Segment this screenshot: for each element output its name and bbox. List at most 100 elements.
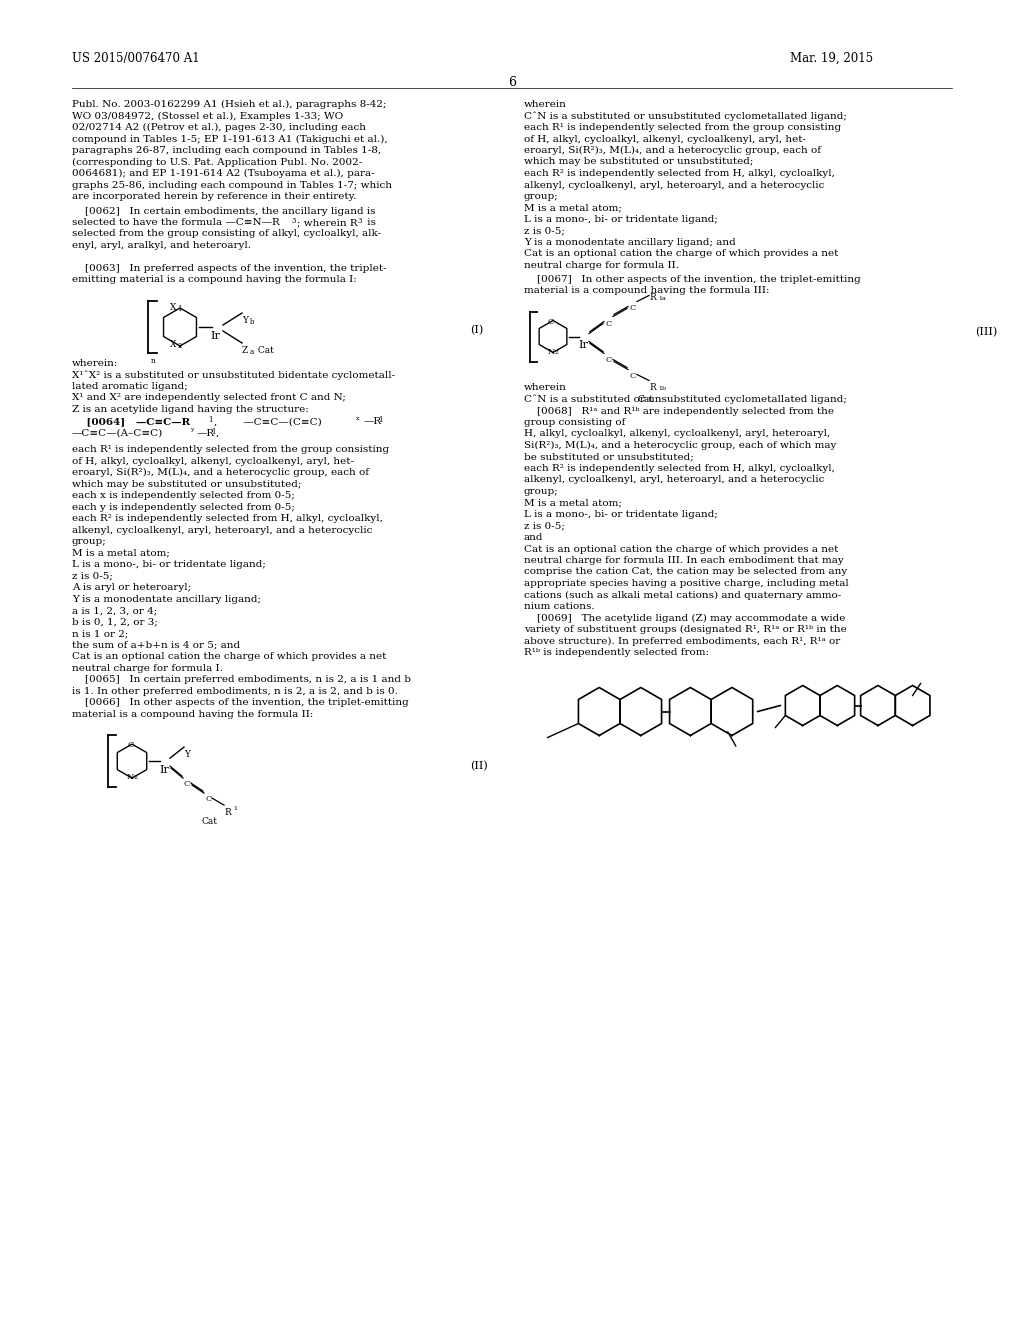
Text: x: x — [356, 416, 359, 421]
Text: [0066]   In other aspects of the invention, the triplet-emitting: [0066] In other aspects of the invention… — [72, 698, 409, 708]
Text: compound in Tables 1-5; EP 1-191-613 A1 (Takiguchi et al.),: compound in Tables 1-5; EP 1-191-613 A1 … — [72, 135, 388, 144]
Text: a is 1, 2, 3, or 4;: a is 1, 2, 3, or 4; — [72, 606, 158, 615]
Text: neutral charge for formula III. In each embodiment that may: neutral charge for formula III. In each … — [524, 556, 844, 565]
Text: n is 1 or 2;: n is 1 or 2; — [72, 630, 128, 638]
Text: R: R — [224, 808, 230, 817]
Text: CˆN is a substituted or unsubstituted cyclometallated ligand;: CˆN is a substituted or unsubstituted cy… — [524, 395, 847, 404]
Text: M is a metal atom;: M is a metal atom; — [524, 203, 622, 213]
Text: L is a mono-, bi- or tridentate ligand;: L is a mono-, bi- or tridentate ligand; — [72, 560, 266, 569]
Text: selected from the group consisting of alkyl, cycloalkyl, alk-: selected from the group consisting of al… — [72, 230, 381, 239]
Text: of H, alkyl, cycloalkyl, alkenyl, cycloalkenyl, aryl, het-: of H, alkyl, cycloalkyl, alkenyl, cycloa… — [72, 457, 354, 466]
Text: eroaryl, Si(R²)₃, M(L)₄, and a heterocyclic group, each of: eroaryl, Si(R²)₃, M(L)₄, and a heterocyc… — [524, 147, 821, 156]
Text: which may be substituted or unsubstituted;: which may be substituted or unsubstitute… — [524, 157, 754, 166]
Text: WO 03/084972, (Stossel et al.), Examples 1-33; WO: WO 03/084972, (Stossel et al.), Examples… — [72, 111, 343, 120]
Text: C: C — [183, 780, 189, 788]
Text: z is 0-5;: z is 0-5; — [72, 572, 113, 581]
Text: C: C — [548, 318, 554, 326]
Text: US 2015/0076470 A1: US 2015/0076470 A1 — [72, 51, 200, 65]
Text: wherein: wherein — [524, 384, 567, 392]
Text: 3: 3 — [291, 216, 295, 224]
Text: neutral charge for formula I.: neutral charge for formula I. — [72, 664, 223, 673]
Text: b is 0, 1, 2, or 3;: b is 0, 1, 2, or 3; — [72, 618, 158, 627]
Text: —C≡C—(A–C≡C): —C≡C—(A–C≡C) — [72, 429, 163, 438]
Text: R¹ᵇ is independently selected from:: R¹ᵇ is independently selected from: — [524, 648, 709, 657]
Text: C: C — [605, 319, 611, 327]
Text: is: is — [364, 218, 376, 227]
Text: C: C — [127, 741, 133, 750]
Text: alkenyl, cycloalkenyl, aryl, heteroaryl, and a heterocyclic: alkenyl, cycloalkenyl, aryl, heteroaryl,… — [524, 475, 824, 484]
Text: 2: 2 — [177, 342, 181, 350]
Text: and: and — [524, 533, 544, 543]
Text: R: R — [649, 293, 655, 301]
Text: C: C — [205, 795, 211, 803]
Text: M is a metal atom;: M is a metal atom; — [72, 549, 170, 557]
Text: Ir: Ir — [159, 766, 169, 775]
Text: n: n — [151, 356, 156, 366]
Text: [0063]   In preferred aspects of the invention, the triplet-: [0063] In preferred aspects of the inven… — [72, 264, 387, 273]
Text: Y is a monodentate ancillary ligand;: Y is a monodentate ancillary ligand; — [72, 594, 261, 603]
Text: alkenyl, cycloalkenyl, aryl, heteroaryl, and a heterocyclic: alkenyl, cycloalkenyl, aryl, heteroaryl,… — [72, 525, 373, 535]
Text: each R¹ is independently selected from the group consisting: each R¹ is independently selected from t… — [524, 123, 841, 132]
Text: emitting material is a compound having the formula I:: emitting material is a compound having t… — [72, 276, 356, 285]
Text: each R² is independently selected from H, alkyl, cycloalkyl,: each R² is independently selected from H… — [524, 465, 835, 473]
Text: material is a compound having the formula II:: material is a compound having the formul… — [72, 710, 313, 718]
Text: group consisting of: group consisting of — [524, 418, 626, 426]
Text: N: N — [127, 774, 134, 781]
Text: comprise the cation Cat, the cation may be selected from any: comprise the cation Cat, the cation may … — [524, 568, 847, 577]
Text: Y: Y — [184, 750, 190, 759]
Text: z is 0-5;: z is 0-5; — [524, 227, 565, 235]
Text: of H, alkyl, cycloalkyl, alkenyl, cycloalkenyl, aryl, het-: of H, alkyl, cycloalkyl, alkenyl, cycloa… — [524, 135, 806, 144]
Text: Cat: Cat — [202, 817, 218, 826]
Text: wherein: wherein — [524, 100, 567, 110]
Text: 1: 1 — [211, 428, 215, 436]
Text: variety of substituent groups (designated R¹, R¹ᵃ or R¹ᵇ in the: variety of substituent groups (designate… — [524, 624, 847, 634]
Text: are incorporated herein by reference in their entirety.: are incorporated herein by reference in … — [72, 191, 356, 201]
Text: is 1. In other preferred embodiments, n is 2, a is 2, and b is 0.: is 1. In other preferred embodiments, n … — [72, 686, 398, 696]
Text: Si(R²)₃, M(L)₄, and a heterocyclic group, each of which may: Si(R²)₃, M(L)₄, and a heterocyclic group… — [524, 441, 837, 450]
Text: 1b: 1b — [658, 385, 667, 391]
Text: —R: —R — [364, 417, 382, 426]
Text: (II): (II) — [470, 762, 487, 771]
Text: L is a mono-, bi- or tridentate ligand;: L is a mono-, bi- or tridentate ligand; — [524, 510, 718, 519]
Text: X¹ and X² are independently selected front C and N;: X¹ and X² are independently selected fro… — [72, 393, 346, 403]
Text: —R: —R — [197, 429, 215, 438]
Text: 02/02714 A2 ((Petrov et al.), pages 2-30, including each: 02/02714 A2 ((Petrov et al.), pages 2-30… — [72, 123, 366, 132]
Text: (III): (III) — [975, 326, 997, 337]
Text: 1: 1 — [177, 305, 181, 313]
Text: Z is an acetylide ligand having the structure:: Z is an acetylide ligand having the stru… — [72, 405, 309, 414]
Text: C: C — [629, 371, 635, 380]
Text: appropriate species having a positive charge, including metal: appropriate species having a positive ch… — [524, 579, 849, 587]
Text: [0064]   —C≡C—R: [0064] —C≡C—R — [72, 417, 190, 426]
Text: X: X — [170, 341, 176, 348]
Text: [0069]   The acetylide ligand (Z) may accommodate a wide: [0069] The acetylide ligand (Z) may acco… — [524, 614, 846, 623]
Text: (corresponding to U.S. Pat. Application Publ. No. 2002-: (corresponding to U.S. Pat. Application … — [72, 157, 362, 166]
Text: Y: Y — [242, 315, 248, 325]
Text: L is a mono-, bi- or tridentate ligand;: L is a mono-, bi- or tridentate ligand; — [524, 215, 718, 224]
Text: each R² is independently selected from H, alkyl, cycloalkyl,: each R² is independently selected from H… — [72, 513, 383, 523]
Text: C: C — [629, 305, 635, 313]
Text: b: b — [250, 318, 255, 326]
Text: CˆN is a substituted or unsubstituted cyclometallated ligand;: CˆN is a substituted or unsubstituted cy… — [524, 111, 847, 121]
Text: each R² is independently selected from H, alkyl, cycloalkyl,: each R² is independently selected from H… — [524, 169, 835, 178]
Text: nium cations.: nium cations. — [524, 602, 595, 611]
Text: ,: , — [216, 429, 219, 438]
Text: A is aryl or heteroaryl;: A is aryl or heteroaryl; — [72, 583, 191, 593]
Text: enyl, aryl, aralkyl, and heteroaryl.: enyl, aryl, aralkyl, and heteroaryl. — [72, 242, 251, 249]
Text: lated aromatic ligand;: lated aromatic ligand; — [72, 381, 187, 391]
Text: Cat is an optional cation the charge of which provides a net: Cat is an optional cation the charge of … — [72, 652, 386, 661]
Text: Y is a monodentate ancillary ligand; and: Y is a monodentate ancillary ligand; and — [524, 238, 736, 247]
Text: X: X — [170, 304, 176, 312]
Text: Ir: Ir — [210, 331, 220, 341]
Text: H, alkyl, cycloalkyl, alkenyl, cycloalkenyl, aryl, heteroaryl,: H, alkyl, cycloalkyl, alkenyl, cycloalke… — [524, 429, 830, 438]
Text: 0064681); and EP 1-191-614 A2 (Tsuboyama et al.), para-: 0064681); and EP 1-191-614 A2 (Tsuboyama… — [72, 169, 375, 178]
Text: selected to have the formula —C≡N—R: selected to have the formula —C≡N—R — [72, 218, 280, 227]
Text: Publ. No. 2003-0162299 A1 (Hsieh et al.), paragraphs 8-42;: Publ. No. 2003-0162299 A1 (Hsieh et al.)… — [72, 100, 386, 110]
Text: be substituted or unsubstituted;: be substituted or unsubstituted; — [524, 453, 693, 462]
Text: Cat: Cat — [255, 346, 273, 355]
Text: X¹ˆX² is a substituted or unsubstituted bidentate cyclometall-: X¹ˆX² is a substituted or unsubstituted … — [72, 371, 395, 380]
Text: C: C — [605, 356, 611, 364]
Text: Cat: Cat — [637, 395, 653, 404]
Text: 1: 1 — [233, 807, 237, 810]
Text: 2: 2 — [555, 350, 559, 355]
Text: 1a: 1a — [658, 296, 666, 301]
